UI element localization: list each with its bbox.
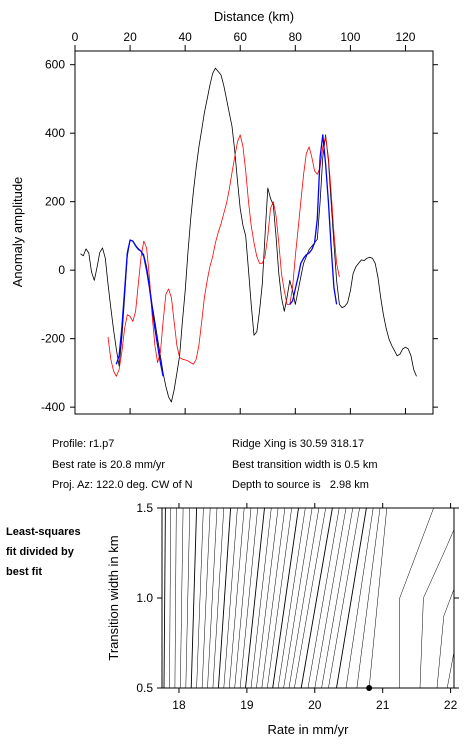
note-line-1: Least-squares <box>6 526 81 538</box>
contour-line <box>223 507 238 689</box>
top-y-tick-label: -200 <box>41 332 65 346</box>
contour-line <box>185 507 191 689</box>
note-line-2: fit divided by <box>6 546 74 558</box>
contour-line <box>288 507 320 689</box>
contour-line <box>446 651 455 689</box>
contour-line <box>245 507 265 689</box>
series-line-2-0 <box>115 239 164 377</box>
bottom-x-tick-label: 21 <box>376 698 390 712</box>
contour-line <box>163 507 166 689</box>
contour-line <box>419 529 455 689</box>
contour-line <box>267 507 292 689</box>
series-line-1-0 <box>107 134 340 377</box>
bottom-x-axis-title: Rate in mm/yr <box>268 722 350 737</box>
contour-line <box>217 507 232 689</box>
bottom-x-tick-label: 18 <box>172 698 186 712</box>
projection-azimuth-text: Proj. Az: 122.0 deg. CW of N <box>52 479 193 491</box>
contour-line <box>239 507 258 689</box>
contour-line <box>300 507 333 689</box>
contour-line <box>228 507 245 689</box>
top-x-axis-title: Distance (km) <box>214 9 294 24</box>
contour-line <box>399 507 434 688</box>
best-rate-text: Best rate is 20.8 mm/yr <box>52 459 166 471</box>
contour-line <box>180 507 184 689</box>
contour-line <box>307 507 340 689</box>
ridge-crossing-text: Ridge Xing is 30.59 318.17 <box>232 438 365 450</box>
contour-line <box>345 507 374 689</box>
top-x-tick-label: 60 <box>234 30 248 44</box>
contour-line <box>356 507 381 689</box>
contour-line <box>212 507 225 689</box>
contour-line <box>201 507 211 689</box>
top-y-tick-label: 400 <box>45 126 65 140</box>
contour-line <box>294 507 326 689</box>
series-line-2-1 <box>289 134 338 305</box>
bottom-x-tick-label: 22 <box>444 698 458 712</box>
contour-line <box>336 507 367 689</box>
bottom-y-axis-title: Transition width in km <box>106 535 121 660</box>
depth-to-source-text: Depth to source is 2.98 km <box>232 479 369 491</box>
contour-line <box>196 507 204 689</box>
top-y-tick-label: 0 <box>58 263 65 277</box>
anomaly-profile-chart: 0 20 40 60 80 100 120 -400 -200 0 200 400 600 Dista… <box>10 9 438 415</box>
top-y-tick-label: -400 <box>41 400 65 414</box>
top-x-tick-label: 20 <box>123 30 137 44</box>
contour-line <box>277 507 306 689</box>
contour-line <box>190 507 198 689</box>
contour-line <box>234 507 252 689</box>
bottom-x-tick-label: 20 <box>308 698 322 712</box>
top-x-tick-label: 0 <box>72 30 79 44</box>
top-x-tick-label: 100 <box>340 30 360 44</box>
bottom-y-tick-label: 0.5 <box>136 681 153 695</box>
top-y-tick-label: 200 <box>45 195 65 209</box>
misfit-contour-chart: 18 19 20 21 22 0.5 1.0 1.5 Rate in mm/yr Trans… <box>106 501 459 737</box>
bottom-y-tick-label: 1.5 <box>136 501 153 515</box>
contour-line <box>283 507 313 689</box>
contour-line <box>314 507 347 689</box>
contour-line <box>261 507 286 689</box>
contour-line <box>250 507 272 689</box>
bottom-y-tick-label: 1.0 <box>136 591 153 605</box>
contour-line <box>169 507 172 689</box>
top-y-tick-label: 600 <box>45 58 65 72</box>
series-line-0-0 <box>80 67 417 403</box>
note-line-3: best fit <box>6 566 43 578</box>
best-fit-marker <box>366 685 373 691</box>
profile-text: Profile: r1.p7 <box>52 438 115 450</box>
top-x-tick-label: 120 <box>395 30 415 44</box>
contour-line <box>321 507 354 689</box>
contour-line <box>368 507 388 689</box>
contour-line <box>174 507 177 689</box>
contour-line <box>328 507 360 689</box>
contour-line <box>207 507 218 689</box>
top-plot-frame <box>74 50 434 415</box>
contour-line <box>436 588 455 689</box>
contour-line <box>256 507 279 689</box>
contour-line <box>272 507 299 689</box>
top-x-tick-label: 80 <box>289 30 303 44</box>
top-x-tick-label: 40 <box>178 30 192 44</box>
top-y-axis-title: Anomaly amplitude <box>10 177 25 288</box>
bottom-x-tick-label: 19 <box>240 698 254 712</box>
best-transition-width-text: Best transition width is 0.5 km <box>232 459 378 471</box>
